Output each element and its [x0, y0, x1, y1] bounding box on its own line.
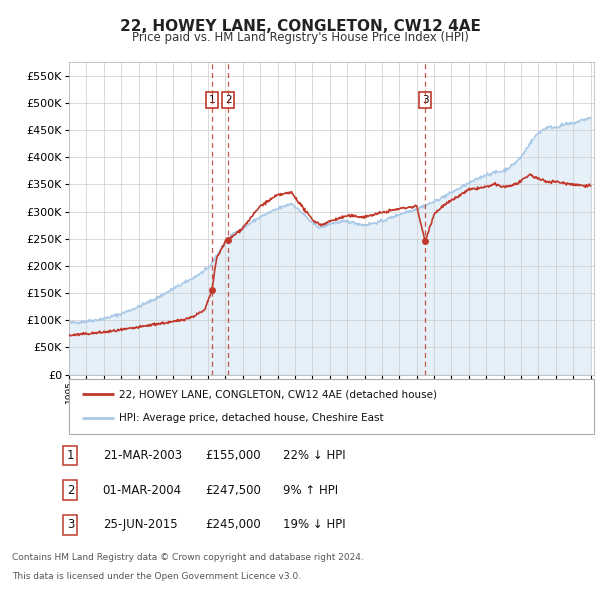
FancyBboxPatch shape [69, 379, 594, 434]
Text: 3: 3 [67, 519, 74, 532]
Text: £155,000: £155,000 [205, 449, 261, 462]
Text: 22, HOWEY LANE, CONGLETON, CW12 4AE (detached house): 22, HOWEY LANE, CONGLETON, CW12 4AE (det… [119, 389, 437, 399]
Text: This data is licensed under the Open Government Licence v3.0.: This data is licensed under the Open Gov… [12, 572, 301, 581]
Text: 21-MAR-2003: 21-MAR-2003 [103, 449, 182, 462]
Text: 22, HOWEY LANE, CONGLETON, CW12 4AE: 22, HOWEY LANE, CONGLETON, CW12 4AE [119, 19, 481, 34]
Text: 1: 1 [67, 449, 74, 462]
Text: Contains HM Land Registry data © Crown copyright and database right 2024.: Contains HM Land Registry data © Crown c… [12, 553, 364, 562]
Text: £245,000: £245,000 [205, 519, 261, 532]
Text: 25-JUN-2015: 25-JUN-2015 [103, 519, 177, 532]
Text: 9% ↑ HPI: 9% ↑ HPI [283, 484, 338, 497]
Text: Price paid vs. HM Land Registry's House Price Index (HPI): Price paid vs. HM Land Registry's House … [131, 31, 469, 44]
Text: 19% ↓ HPI: 19% ↓ HPI [283, 519, 345, 532]
Text: 2: 2 [225, 95, 232, 105]
Text: 01-MAR-2004: 01-MAR-2004 [103, 484, 182, 497]
Text: 1: 1 [209, 95, 215, 105]
Text: HPI: Average price, detached house, Cheshire East: HPI: Average price, detached house, Ches… [119, 413, 383, 423]
Text: 3: 3 [422, 95, 428, 105]
Text: 22% ↓ HPI: 22% ↓ HPI [283, 449, 345, 462]
Text: £247,500: £247,500 [205, 484, 261, 497]
Text: 2: 2 [67, 484, 74, 497]
